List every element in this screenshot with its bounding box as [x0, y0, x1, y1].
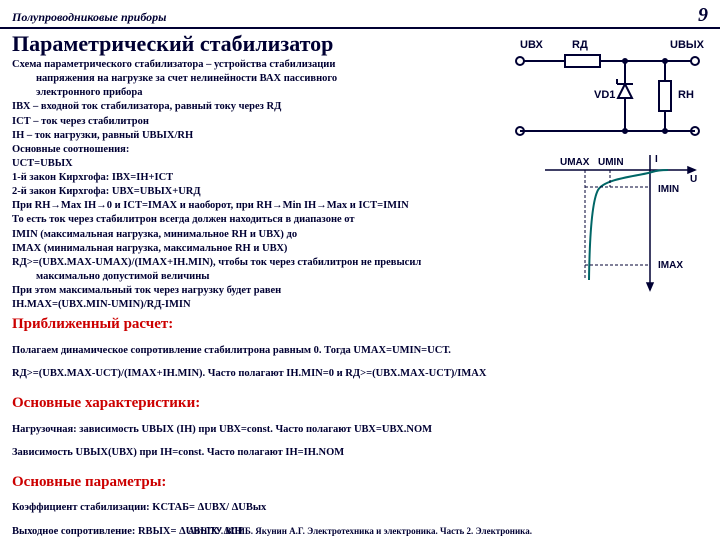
line: Коэффициент стабилизации: KСТАБ= ΔUВХ/ Δ…: [12, 501, 708, 514]
body-text: Схема параметрического стабилизатора – у…: [0, 58, 504, 311]
label-rd: RД: [572, 39, 588, 51]
label-u: U: [690, 174, 697, 185]
line: максимально допустимой величины: [12, 270, 492, 283]
header-left: Полупроводниковые приборы: [12, 10, 167, 25]
line: 1-й закон Кирхгофа: IВХ=IН+IСТ: [12, 171, 492, 184]
line: Полагаем динамическое сопротивление стаб…: [12, 344, 708, 357]
label-uvyh: UВЫХ: [670, 39, 705, 51]
page-number: 9: [698, 4, 708, 27]
label-rn: RН: [678, 89, 694, 101]
header-bar: Полупроводниковые приборы 9: [0, 0, 720, 29]
line: IMIN (максимальная нагрузка, минимальное…: [12, 228, 492, 241]
line: 2-й закон Кирхгофа: UВХ=UВЫХ+URД: [12, 185, 492, 198]
label-umax: UMAX: [560, 157, 590, 168]
circuit-diagram: UВХ RД UВЫХ VD1 RН: [510, 36, 710, 146]
line: IВХ – входной ток стабилизатора, равный …: [12, 100, 492, 113]
line: IMAX (минимальная нагрузка, максимальное…: [12, 242, 492, 255]
line: Основные соотношения:: [12, 143, 492, 156]
line: IН.MAX=(UВХ.MIN-UMIN)/RД-IMIN: [12, 298, 492, 311]
section-approx-title: Приближенный расчет:: [0, 312, 720, 333]
label-vd1: VD1: [594, 89, 615, 101]
line: RД>=(UВХ.MAX-UСТ)/(IMAX+IН.MIN). Часто п…: [12, 367, 708, 380]
footer: АлтГТУ. ВСИБ. Якунин А.Г. Электротехника…: [0, 526, 720, 536]
section-char-body: Нагрузочная: зависимость UВЫХ (IН) при U…: [0, 423, 720, 460]
line: Схема параметрического стабилизатора – у…: [12, 58, 492, 71]
section-approx-body: Полагаем динамическое сопротивление стаб…: [0, 344, 720, 381]
label-imax: IMAX: [658, 260, 683, 271]
line: При RН→Max IН→0 и IСТ=IMAX и наоборот, п…: [12, 199, 492, 212]
line: То есть ток через стабилитрон всегда дол…: [12, 213, 492, 226]
label-uvx: UВХ: [520, 39, 543, 51]
line: Нагрузочная: зависимость UВЫХ (IН) при U…: [12, 423, 708, 436]
label-i: I: [655, 154, 658, 165]
line: напряжения на нагрузке за счет нелинейно…: [12, 72, 492, 85]
line: При этом максимальный ток через нагрузку…: [12, 284, 492, 297]
label-umin: UMIN: [598, 157, 624, 168]
label-imin: IMIN: [658, 184, 679, 195]
line: IСТ – ток через стабилитрон: [12, 115, 492, 128]
line: Зависимость UВЫХ(UВХ) при IН=const. Част…: [12, 446, 708, 459]
line: UСТ=UВЫХ: [12, 157, 492, 170]
line: IН – ток нагрузки, равный UВЫХ/RН: [12, 129, 492, 142]
line: электронного прибора: [12, 86, 492, 99]
section-char-title: Основные характеристики:: [0, 391, 720, 412]
section-param-title: Основные параметры:: [0, 470, 720, 491]
line: RД>=(UВХ.MAX-UMAX)/(IMAX+IН.MIN), чтобы …: [12, 256, 492, 269]
iv-graph: UMAX UMIN I U IMIN IMAX: [540, 150, 710, 300]
